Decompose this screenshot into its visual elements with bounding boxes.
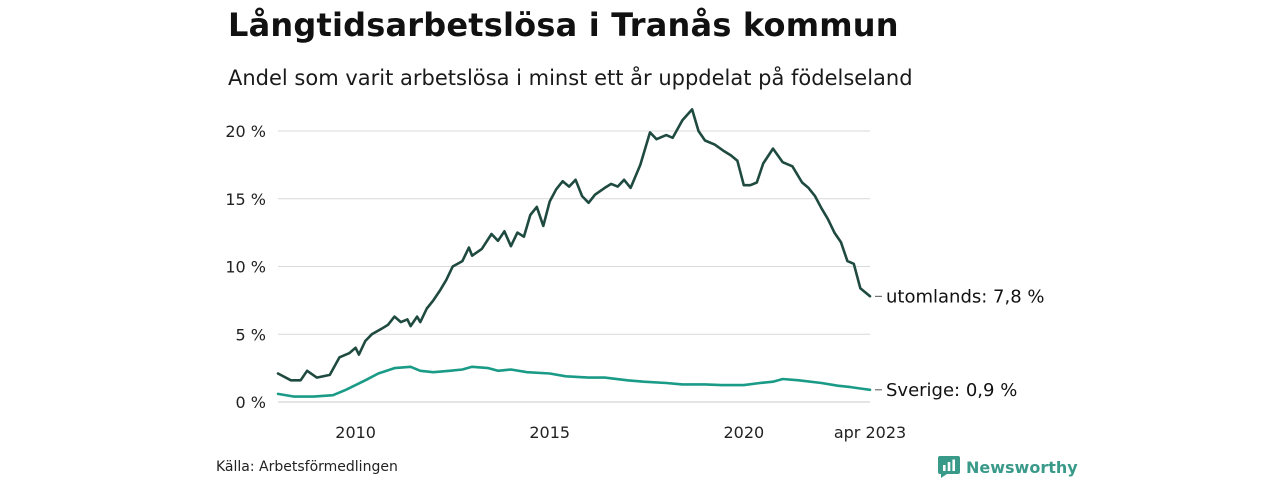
series-end-label: utomlands: 7,8 % bbox=[886, 286, 1045, 307]
brand-logo[interactable]: Newsworthy bbox=[938, 455, 1078, 479]
y-tick-label: 5 % bbox=[236, 325, 266, 344]
chart-title: Långtidsarbetslösa i Tranås kommun bbox=[228, 6, 899, 44]
y-tick-label: 15 % bbox=[225, 190, 266, 209]
chart-subtitle: Andel som varit arbetslösa i minst ett å… bbox=[228, 66, 913, 90]
newsworthy-logo-icon bbox=[938, 456, 960, 478]
series-end-label: Sverige: 0,9 % bbox=[886, 380, 1017, 401]
x-tick-label: apr 2023 bbox=[834, 423, 906, 442]
y-tick-label: 20 % bbox=[225, 122, 266, 141]
source-note: Källa: Arbetsförmedlingen bbox=[216, 459, 398, 475]
series-line-utomlands bbox=[276, 108, 872, 382]
y-tick-label: 10 % bbox=[225, 258, 266, 277]
x-tick-label: 2020 bbox=[723, 423, 764, 442]
x-tick-label: 2015 bbox=[529, 423, 570, 442]
series-line-sverige bbox=[276, 365, 872, 398]
y-tick-label: 0 % bbox=[236, 393, 266, 412]
x-tick-label: 2010 bbox=[335, 423, 376, 442]
brand-name: Newsworthy bbox=[966, 457, 1078, 477]
